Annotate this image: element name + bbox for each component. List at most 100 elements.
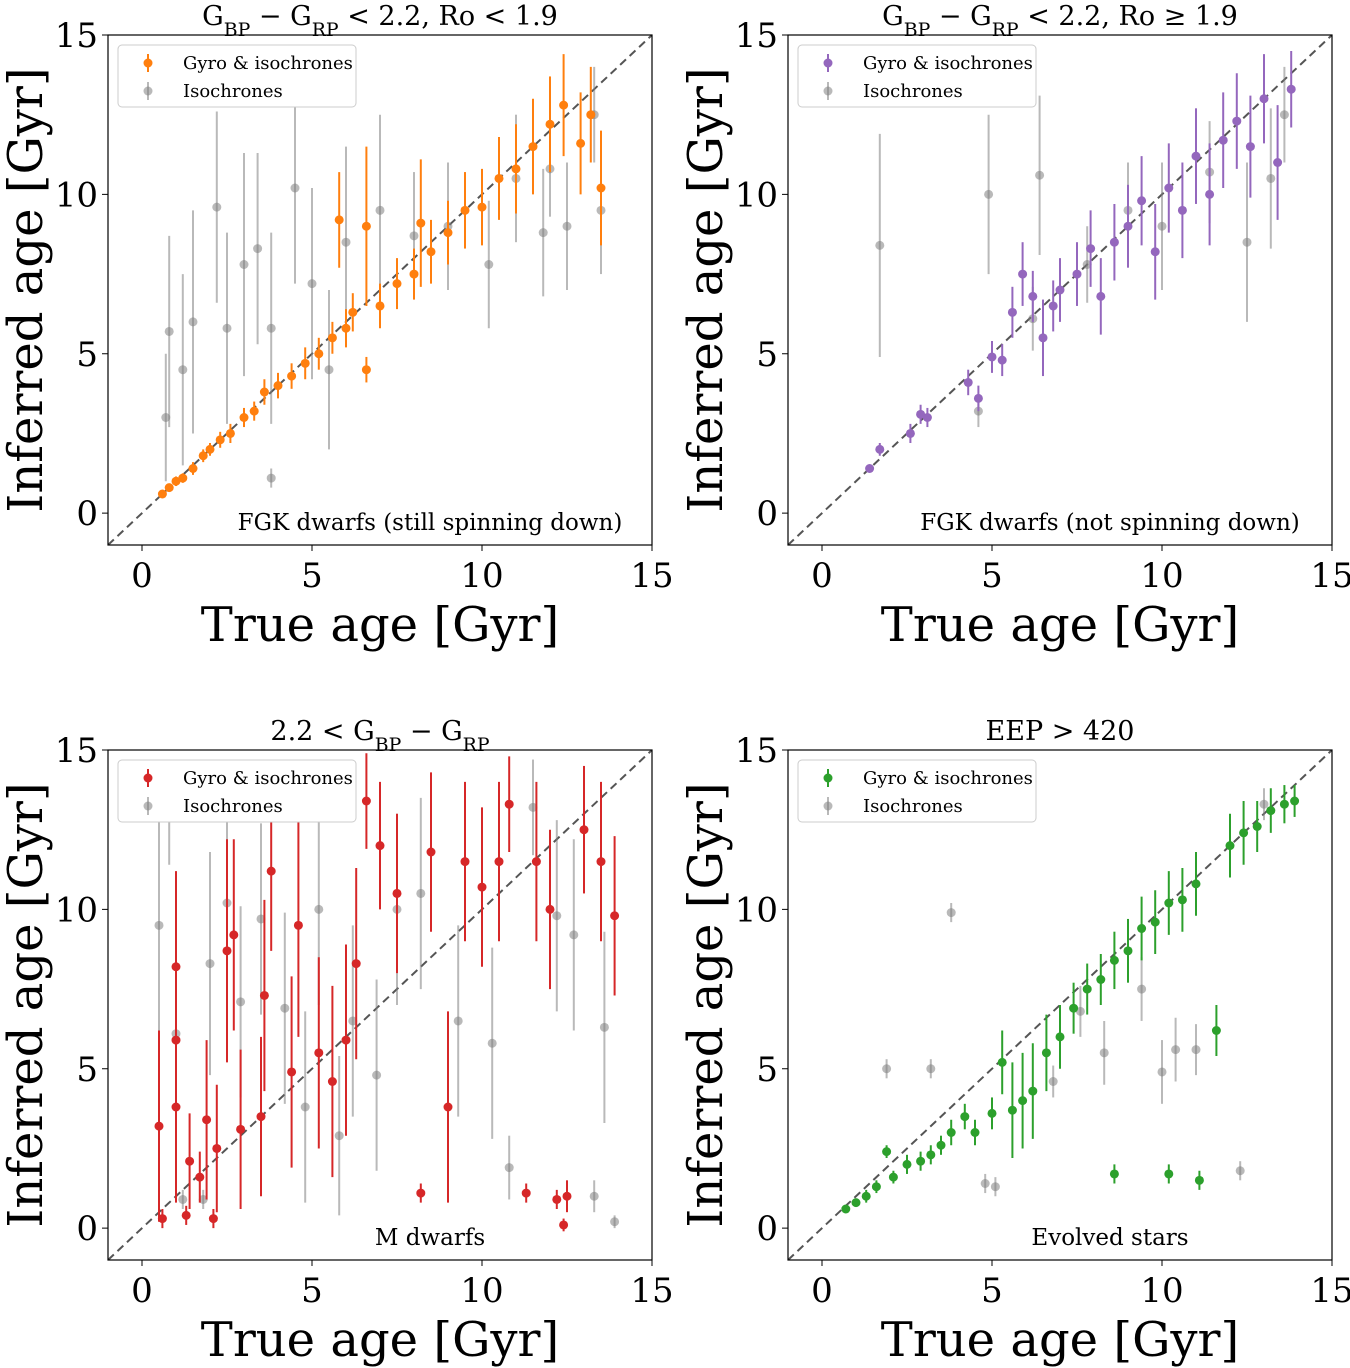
data-point (1055, 1032, 1065, 1042)
data-point (290, 183, 300, 193)
data-point (905, 428, 915, 438)
data-point (1279, 799, 1289, 809)
data-point (460, 205, 470, 215)
y-axis-label: Inferred age [Gyr] (0, 67, 54, 512)
data-point (1041, 1048, 1051, 1058)
data-point (1205, 189, 1215, 199)
legend-label: Gyro & isochrones (863, 53, 1033, 74)
data-point (212, 202, 222, 212)
data-point (484, 260, 494, 269)
data-point (960, 1112, 970, 1122)
panel-2: 0 5 10 15 0 5 10 15 True age [Gyr] Inferred age [… (678, 1, 1350, 653)
data-point (1157, 1067, 1167, 1077)
y-axis-label: Inferred age [Gyr] (0, 782, 54, 1227)
data-point (1082, 984, 1092, 994)
data-point (361, 365, 371, 375)
panel-3: 0 5 10 15 0 5 10 15 True age [Gyr] Inferred age [… (0, 716, 674, 1368)
data-point (1252, 822, 1262, 831)
data-point (239, 260, 249, 269)
data-point (1137, 924, 1147, 933)
data-point (1055, 285, 1065, 295)
data-point (916, 1156, 926, 1166)
data-point (287, 1067, 297, 1077)
x-axis-label: True age [Gyr] (881, 1312, 1239, 1368)
data-point (871, 1182, 881, 1192)
data-point (1286, 84, 1296, 94)
x-tick-label: 0 (131, 1271, 153, 1311)
data-point (980, 1179, 990, 1188)
data-point (266, 866, 276, 876)
identity-line (788, 750, 1332, 1260)
data-point (351, 959, 361, 969)
data-point (171, 476, 181, 486)
data-point (559, 1220, 569, 1230)
x-tick-label: 10 (1140, 1271, 1183, 1311)
data-point (528, 142, 538, 152)
data-point (1082, 260, 1092, 269)
axes-frame (787, 749, 1333, 1261)
series-isochrones (161, 66, 606, 488)
data-point (256, 914, 266, 924)
data-point (946, 908, 956, 918)
y-tick-label: 15 (735, 731, 778, 771)
data-point (888, 1172, 898, 1182)
data-point (987, 1108, 997, 1118)
panel-1: 0 5 10 15 0 5 10 15 True age [Gyr] Inferred age [… (0, 1, 674, 653)
data-point (596, 183, 606, 193)
panel-title: GBP − GRP < 2.2, Ro ≥ 1.9 (882, 1, 1238, 41)
data-point (973, 393, 983, 403)
data-point (236, 997, 246, 1007)
data-point (157, 1214, 167, 1224)
data-point (1035, 170, 1045, 180)
data-point (922, 413, 932, 422)
data-point (443, 1102, 453, 1112)
data-point (1259, 94, 1269, 104)
data-point (334, 215, 344, 225)
legend: Gyro & isochrones Isochrones (117, 759, 357, 823)
data-point (1211, 1026, 1221, 1035)
data-point (1028, 291, 1038, 301)
y-tick-label: 0 (756, 1209, 778, 1249)
axes-frame (107, 749, 653, 1261)
data-point (1028, 1086, 1038, 1096)
legend-label: Isochrones (183, 81, 283, 102)
identity-line (108, 35, 652, 545)
data-point (1109, 955, 1119, 965)
data-point (1242, 237, 1252, 247)
y-tick-label: 10 (55, 175, 98, 215)
data-point (1150, 247, 1160, 257)
data-point (256, 1112, 266, 1122)
data-point (341, 323, 351, 333)
y-tick-label: 0 (76, 494, 98, 534)
panel-title: EEP > 420 (986, 716, 1135, 747)
data-point (1266, 806, 1276, 816)
data-point (538, 228, 548, 238)
y-tick-label: 5 (76, 335, 98, 375)
data-point (589, 1191, 599, 1201)
data-point (545, 904, 555, 914)
data-point (375, 301, 385, 311)
data-point (426, 847, 436, 857)
data-point (188, 464, 198, 473)
y-tick-label: 0 (76, 1209, 98, 1249)
data-point (212, 1143, 222, 1153)
data-point (372, 1070, 382, 1080)
y-tick-label: 15 (55, 731, 98, 771)
data-point (1137, 984, 1147, 994)
x-tick-label: 0 (811, 556, 833, 596)
axes-frame (787, 34, 1333, 546)
data-point (460, 857, 470, 867)
data-point (1225, 841, 1235, 851)
data-point (970, 1128, 980, 1137)
data-point (198, 451, 208, 461)
x-tick-label: 0 (811, 1271, 833, 1311)
data-point (266, 473, 276, 483)
data-point (327, 333, 337, 343)
series-isochrones (875, 66, 1289, 428)
data-point (205, 444, 215, 454)
data-point (300, 358, 310, 368)
legend-label: Gyro & isochrones (183, 53, 353, 74)
data-point (181, 1210, 191, 1220)
legend-label: Gyro & isochrones (863, 768, 1033, 789)
